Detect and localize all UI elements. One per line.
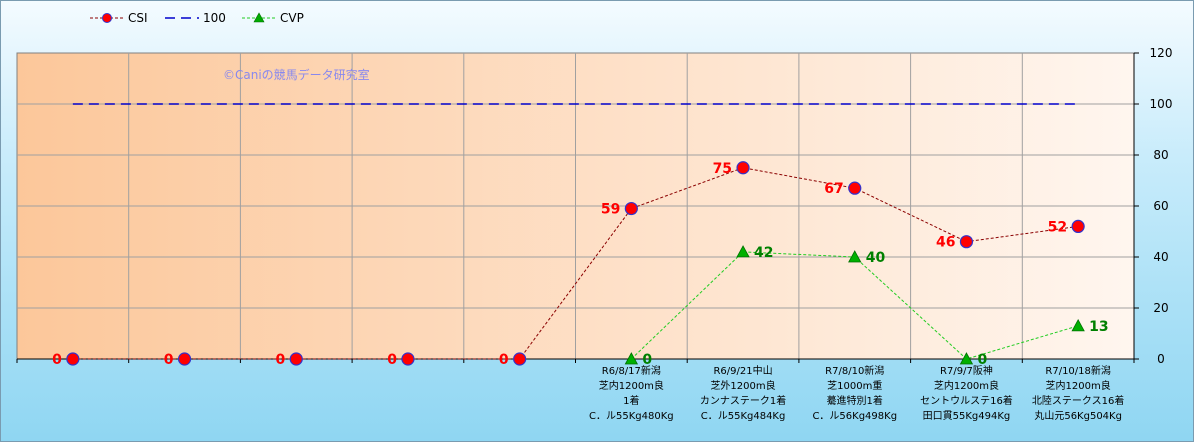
x-tick-label: カンナステーク1着 xyxy=(700,394,786,407)
cvp-data-label: 40 xyxy=(866,250,886,266)
x-tick-label: 北陸ステークス16着 xyxy=(1032,394,1124,407)
csi-point xyxy=(1071,219,1085,233)
y-tick-label: 80 xyxy=(1153,148,1168,162)
csi-data-label: 0 xyxy=(52,352,62,368)
watermark-text: ©Caniの競馬データ研究室 xyxy=(223,67,370,82)
x-tick-label: R7/9/7阪神 xyxy=(940,364,993,377)
csi-data-label: 46 xyxy=(936,235,955,251)
x-tick-label: C．ル55Kg484Kg xyxy=(701,411,786,422)
data-labels: 0 0 0 0 0 59 75 67 46 52 0 42 40 0 13 xyxy=(52,161,1109,368)
y-tick-label: 100 xyxy=(1150,97,1173,111)
csi-data-label: 0 xyxy=(276,352,286,368)
y-tick-label: 0 xyxy=(1157,352,1165,366)
cvp-point xyxy=(959,352,974,365)
x-tick-label: 1着 xyxy=(623,394,639,407)
csi-point xyxy=(624,201,638,216)
cvp-point xyxy=(848,250,862,263)
series xyxy=(66,103,1085,366)
csi-point xyxy=(401,352,415,366)
csi-data-label: 75 xyxy=(713,161,732,177)
cvp-data-label: 13 xyxy=(1089,319,1108,335)
x-tick-label: 驀進特別1着 xyxy=(827,394,883,407)
y-tick-label: 20 xyxy=(1153,301,1168,315)
csi-data-label: 0 xyxy=(387,352,397,368)
x-tick-label: 田口貫55Kg494Kg xyxy=(923,410,1011,422)
csi-data-label: 67 xyxy=(824,181,843,197)
x-tick-label: 芝内1200m良 xyxy=(934,379,999,392)
csi-point xyxy=(289,352,303,366)
legend-label: CSI xyxy=(128,11,148,25)
y-tick-label: 40 xyxy=(1153,250,1168,264)
series-csi-line xyxy=(72,167,1079,360)
csi-data-label: 0 xyxy=(164,352,174,368)
csi-data-label: 59 xyxy=(601,202,620,218)
legend-label: CVP xyxy=(280,11,304,25)
cvp-data-label: 42 xyxy=(754,245,773,261)
y-tick-label: 120 xyxy=(1150,46,1173,60)
x-tick-label: C．ル55Kg480Kg xyxy=(589,411,674,422)
x-tick-label: R6/9/21中山 xyxy=(713,364,772,377)
csi-point xyxy=(513,352,527,366)
y-tick-label: 60 xyxy=(1153,199,1168,213)
x-axis-labels: R6/8/17新潟芝内1200m良1着C．ル55Kg480KgR6/9/21中山… xyxy=(589,364,1124,422)
legend-marker-circle xyxy=(102,13,112,23)
x-tick-label: 芝外1200m良 xyxy=(710,379,775,392)
x-tick-label: 丸山元56Kg504Kg xyxy=(1034,409,1122,422)
cvp-point xyxy=(624,352,639,365)
csi-point xyxy=(848,181,862,195)
x-tick-label: R7/10/18新潟 xyxy=(1045,364,1111,377)
csi-data-label: 0 xyxy=(499,352,509,368)
cvp-point xyxy=(1071,319,1085,332)
x-tick-label: 芝1000m重 xyxy=(827,379,882,392)
x-tick-label: 芝内1200m良 xyxy=(1046,379,1111,392)
legend-marker-triangle xyxy=(253,12,265,23)
csi-point xyxy=(736,161,750,175)
x-tick-label: R6/8/17新潟 xyxy=(602,364,661,377)
csi-data-label: 52 xyxy=(1048,219,1067,235)
cvp-data-label: 0 xyxy=(977,352,987,368)
csi-point xyxy=(66,352,80,366)
x-tick-label: セントウルステ16着 xyxy=(920,394,1013,407)
x-tick-label: C．ル56Kg498Kg xyxy=(812,411,897,422)
x-tick-label: 芝内1200m良 xyxy=(599,379,664,392)
cvp-data-label: 0 xyxy=(642,352,652,368)
cvp-point xyxy=(736,245,750,258)
csi-point xyxy=(177,352,192,366)
legend-label: 100 xyxy=(203,11,226,25)
x-tick-label: R7/8/10新潟 xyxy=(825,364,884,377)
legend: CSI 100 CVP xyxy=(90,11,304,25)
csi-point xyxy=(959,235,974,249)
